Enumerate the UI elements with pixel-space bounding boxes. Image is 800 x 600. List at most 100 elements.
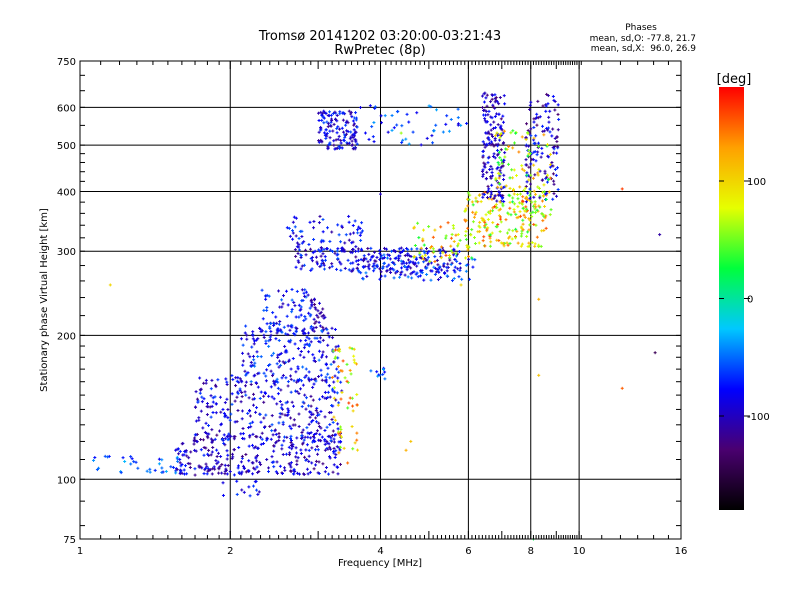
- data-point: [497, 176, 501, 180]
- data-point: [310, 301, 314, 305]
- data-point: [351, 409, 355, 413]
- data-point: [243, 331, 247, 335]
- data-point: [262, 308, 266, 312]
- data-point: [226, 438, 230, 442]
- data-point: [320, 395, 324, 399]
- data-point: [300, 229, 304, 233]
- data-point: [103, 454, 107, 458]
- data-point: [160, 458, 164, 462]
- data-point: [547, 120, 551, 124]
- data-point: [528, 193, 532, 197]
- data-point: [295, 241, 299, 245]
- data-point: [351, 119, 355, 123]
- data-point: [481, 168, 485, 172]
- data-point: [427, 249, 431, 253]
- data-point: [284, 360, 288, 364]
- data-point: [281, 360, 285, 364]
- data-point: [498, 156, 502, 160]
- data-point: [471, 220, 475, 224]
- data-point: [498, 174, 502, 178]
- data-point: [244, 324, 248, 328]
- data-point: [543, 171, 547, 175]
- data-point: [367, 267, 371, 271]
- data-point: [487, 141, 491, 145]
- data-point: [208, 468, 212, 472]
- data-point: [553, 108, 557, 112]
- data-point: [106, 455, 110, 459]
- data-point: [464, 207, 468, 211]
- data-point: [324, 132, 328, 136]
- data-point: [382, 368, 386, 372]
- data-point: [248, 355, 252, 359]
- data-point: [307, 422, 311, 426]
- data-point: [528, 175, 532, 179]
- data-point: [216, 451, 220, 455]
- data-point: [486, 210, 490, 214]
- data-point: [495, 112, 499, 116]
- data-point: [262, 416, 266, 420]
- data-point: [546, 173, 550, 177]
- data-point: [254, 456, 258, 460]
- data-point: [491, 142, 495, 146]
- data-point: [336, 422, 340, 426]
- data-point: [359, 271, 363, 275]
- data-point: [211, 445, 215, 449]
- data-point: [362, 265, 366, 269]
- data-point: [303, 343, 307, 347]
- data-point: [441, 251, 445, 255]
- data-point: [548, 130, 552, 134]
- data-point: [323, 258, 327, 262]
- data-point: [543, 169, 547, 173]
- data-point: [319, 264, 323, 268]
- data-point: [183, 472, 187, 476]
- data-point: [276, 327, 280, 331]
- data-point: [255, 465, 259, 469]
- data-point: [538, 169, 542, 173]
- data-point: [438, 251, 442, 255]
- data-point: [335, 113, 339, 117]
- data-point: [406, 265, 410, 269]
- data-point: [517, 150, 521, 154]
- data-point: [312, 329, 316, 333]
- data-point: [249, 382, 253, 386]
- data-point: [314, 408, 318, 412]
- data-point: [434, 123, 438, 127]
- data-point: [339, 138, 343, 142]
- data-point: [267, 470, 271, 474]
- data-point: [278, 305, 282, 309]
- data-point: [218, 395, 222, 399]
- data-point: [533, 150, 537, 154]
- data-point: [425, 266, 429, 270]
- data-point: [555, 166, 559, 170]
- data-point: [184, 449, 188, 453]
- data-point: [468, 193, 472, 197]
- data-point: [307, 370, 311, 374]
- data-point: [299, 448, 303, 452]
- data-point: [307, 448, 311, 452]
- data-point: [318, 438, 322, 442]
- data-point: [180, 442, 184, 446]
- data-point: [312, 359, 316, 363]
- data-point: [487, 109, 491, 113]
- data-point: [202, 446, 206, 450]
- data-point: [223, 415, 227, 419]
- data-point: [284, 401, 288, 405]
- data-point: [200, 395, 204, 399]
- data-point: [536, 171, 540, 175]
- data-point: [407, 142, 411, 146]
- data-point: [354, 111, 358, 115]
- data-point: [498, 133, 502, 137]
- data-point: [328, 434, 332, 438]
- data-point: [428, 260, 432, 264]
- data-point: [269, 369, 273, 373]
- data-point: [448, 256, 452, 260]
- data-point: [439, 275, 443, 279]
- data-point: [532, 141, 536, 145]
- data-point: [313, 336, 317, 340]
- data-point: [527, 165, 531, 169]
- data-point: [309, 420, 313, 424]
- data-point: [310, 413, 314, 417]
- data-point: [467, 277, 471, 281]
- data-point: [425, 136, 429, 140]
